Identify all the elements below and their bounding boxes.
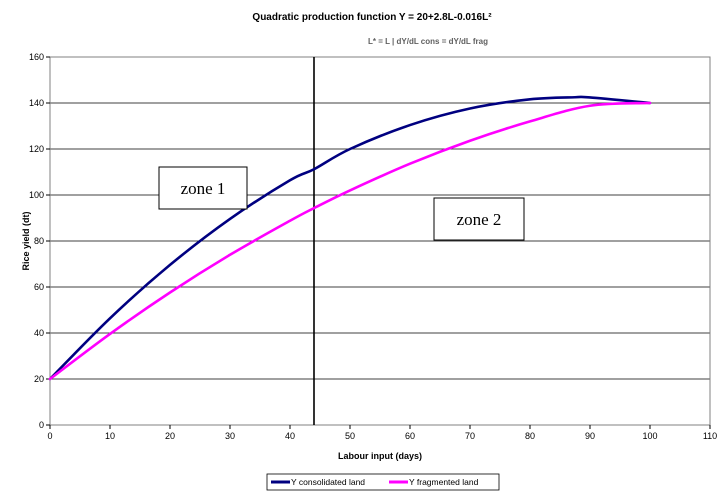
y-tick-label-6: 120 [29,144,44,154]
x-tick-label-1: 10 [105,431,115,441]
legend-box [266,473,500,491]
x-axis-ticks: 0 10 20 30 40 50 60 70 80 90 100 110 [47,425,717,441]
zone-2-text: zone 2 [457,210,502,229]
x-axis-label: Labour input (days) [338,451,422,461]
y-tick-label-5: 100 [29,190,44,200]
y-tick-label-7: 140 [29,98,44,108]
x-tick-label-9: 90 [585,431,595,441]
legend-label-consolidated: Y consolidated land [291,477,365,487]
y-axis-ticks: 0 20 40 60 80 100 120 140 160 [29,52,50,430]
legend-label-fragmented: Y fragmented land [409,477,479,487]
y-tick-label-2: 40 [34,328,44,338]
chart-subtitle: L* = L | dY/dL cons = dY/dL frag [368,37,488,46]
x-tick-label-5: 50 [345,431,355,441]
y-tick-label-1: 20 [34,374,44,384]
x-tick-label-7: 70 [465,431,475,441]
x-tick-label-10: 100 [642,431,657,441]
y-tick-label-4: 80 [34,236,44,246]
y-tick-label-8: 160 [29,52,44,62]
gridlines [50,102,710,380]
series-line-y-fragmented-land [48,101,652,381]
series-line-y-consolidated-land [48,95,652,381]
y-tick-label-0: 0 [39,420,44,430]
legend: Y consolidated land Y fragmented land [266,473,500,491]
y-axis-label: Rice yield (dt) [21,211,31,270]
x-tick-label-6: 60 [405,431,415,441]
x-tick-label-0: 0 [47,431,52,441]
chart-title: Quadratic production function Y = 20+2.8… [252,12,492,23]
x-tick-label-2: 20 [165,431,175,441]
x-tick-label-11: 110 [703,431,717,441]
zone-1-label-box: zone 1 [158,166,248,210]
x-tick-label-8: 80 [525,431,535,441]
zone-1-text: zone 1 [181,179,226,198]
x-tick-label-4: 40 [285,431,295,441]
x-tick-label-3: 30 [225,431,235,441]
zone-2-label-box: zone 2 [433,197,525,241]
y-tick-label-3: 60 [34,282,44,292]
series-lines [48,95,652,381]
